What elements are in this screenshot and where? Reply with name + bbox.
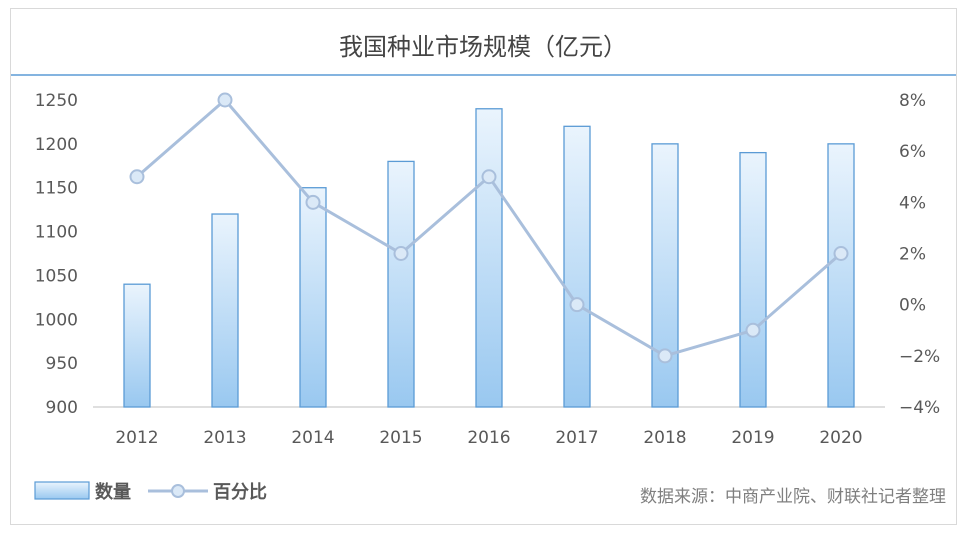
x-tick-label: 2015 (379, 428, 422, 448)
bar (123, 283, 151, 408)
percent-point (569, 297, 585, 313)
right-tick-label: −4% (899, 398, 940, 418)
line-series (129, 92, 849, 364)
percent-point (129, 169, 145, 185)
legend-line-marker (171, 484, 185, 498)
legend-bar-label: 数量 (95, 481, 131, 503)
right-tick-label: 6% (899, 142, 926, 162)
percent-point (745, 322, 761, 338)
x-tick-label: 2013 (203, 428, 246, 448)
legend: 数量 百分比 (34, 481, 267, 503)
left-tick-label: 1200 (35, 135, 78, 155)
left-tick-label: 1150 (35, 179, 78, 199)
legend-bar-swatch (34, 481, 90, 500)
right-axis: −4% −2% 0% 2% 4% 6% 8% (899, 91, 940, 418)
left-tick-label: 1250 (35, 91, 78, 111)
left-axis: 900 950 1000 1050 1100 1150 1200 1250 (35, 91, 78, 418)
x-tick-label: 2018 (643, 428, 686, 448)
bar (299, 187, 327, 408)
left-tick-label: 1000 (35, 310, 78, 330)
left-tick-label: 1100 (35, 223, 78, 243)
percent-point (833, 246, 849, 261)
percent-point (217, 92, 233, 108)
right-tick-label: −2% (899, 347, 940, 367)
right-tick-label: 0% (899, 296, 926, 316)
source-note: 数据来源：中商产业院、财联社记者整理 (640, 487, 946, 507)
percent-point (393, 246, 409, 261)
percent-point (657, 348, 673, 364)
x-tick-label: 2020 (819, 428, 862, 448)
left-tick-label: 900 (46, 398, 78, 418)
right-tick-label: 4% (899, 193, 926, 213)
bar (739, 151, 767, 408)
percent-point (481, 169, 497, 185)
x-tick-label: 2012 (115, 428, 158, 448)
bar (651, 143, 679, 408)
x-tick-label: 2016 (467, 428, 510, 448)
bar (387, 160, 415, 408)
left-tick-label: 1050 (35, 266, 78, 286)
x-tick-label: 2017 (555, 428, 598, 448)
bar (563, 125, 591, 408)
left-tick-label: 950 (46, 354, 78, 374)
chart-title: 我国种业市场规模（亿元） (339, 33, 627, 61)
legend-line-label: 百分比 (213, 482, 267, 503)
right-tick-label: 8% (899, 91, 926, 111)
bar (211, 213, 239, 408)
percent-point (305, 194, 321, 210)
bar (827, 143, 855, 408)
bar-series (123, 108, 855, 408)
x-axis: 2012 2013 2014 2015 2016 2017 2018 2019 2020 (115, 428, 862, 448)
x-tick-label: 2014 (291, 428, 334, 448)
right-tick-label: 2% (899, 245, 926, 265)
bar (475, 108, 503, 408)
x-tick-label: 2019 (731, 428, 774, 448)
